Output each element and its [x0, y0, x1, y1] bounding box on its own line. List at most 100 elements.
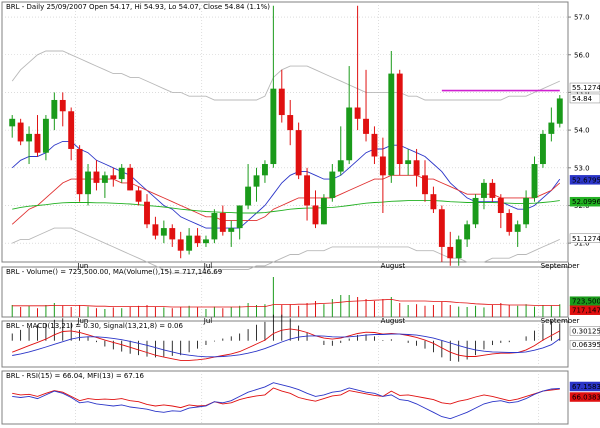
month-label-price: August [381, 262, 406, 270]
panel-frame-macd [1, 320, 569, 368]
value-tag-text: 66.0383 [572, 394, 600, 402]
candle-body [464, 224, 471, 240]
candle-body [186, 235, 193, 251]
price-value-tag: 52.6795 [569, 175, 600, 185]
candle-body [152, 224, 159, 236]
candle-body [169, 228, 176, 240]
macd-line-macd [12, 328, 561, 361]
candle-body [295, 130, 302, 176]
value-tag-text: 52.6795 [572, 176, 600, 184]
candle-body [93, 171, 100, 183]
candle-body [388, 73, 395, 176]
candle-body [430, 194, 437, 210]
candle-body [548, 122, 555, 134]
overlay-line-ema-long [12, 200, 560, 214]
value-tag-box [569, 392, 600, 402]
price-value-tag: 51.1274 [569, 233, 600, 244]
candle-body [278, 88, 285, 116]
value-tag-box [569, 196, 600, 207]
candle-body [539, 133, 546, 165]
mfi-value-tag: 67.1583 [569, 381, 600, 392]
candle-body [34, 133, 41, 153]
value-tag-box [569, 381, 600, 392]
candle-body [144, 201, 150, 225]
rsi-value-tag: 66.0383 [569, 392, 600, 402]
macd-value-tag: 0.301257 [569, 326, 600, 336]
candle-body [405, 160, 412, 165]
overlay-line-ema-short [11, 140, 561, 229]
candle-body [497, 197, 504, 214]
panel-frame-price [1, 1, 569, 263]
value-tag-box [569, 305, 600, 315]
candle-body [531, 164, 538, 198]
candle-body [261, 164, 268, 176]
candle-body [472, 197, 479, 225]
candle-body [346, 107, 353, 161]
candle-body [556, 98, 563, 124]
candle-body [177, 239, 184, 251]
candle-body [354, 107, 361, 119]
candle-body [219, 213, 226, 232]
value-tag-text: 55.1274 [572, 84, 600, 92]
price-value-tag: 55.1274 [569, 82, 600, 93]
candle-body [194, 235, 201, 244]
candle-body [26, 133, 33, 142]
value-tag-box [569, 233, 600, 244]
candle-body [489, 182, 496, 198]
candle-body [270, 88, 277, 165]
candle-body [135, 190, 142, 202]
volume-value-tag: 723,500 [569, 296, 600, 306]
candle-body [287, 115, 294, 131]
value-tag-text: 717,147 [572, 307, 600, 315]
candle-body [51, 99, 58, 119]
value-tag-box [569, 339, 600, 350]
price-value-tag: 54.84 [569, 93, 600, 104]
y-tick-label: 55.0 [574, 89, 590, 97]
price-value-tag: 52.0996 [569, 196, 600, 207]
candle-body [236, 205, 243, 229]
value-tag-text: 67.1583 [572, 383, 600, 391]
candle-body [514, 224, 521, 232]
value-tag-text: 51.1274 [572, 235, 600, 243]
value-tag-text: 52.0996 [572, 198, 600, 206]
candle-body [329, 171, 336, 198]
candle-body [396, 73, 403, 165]
macd-line-signal [12, 333, 561, 358]
y-tick-label: 51.0 [574, 240, 590, 248]
month-label-price: Jul [203, 262, 213, 270]
candle-body [523, 197, 530, 225]
value-tag-text: 723,500 [572, 298, 600, 306]
candle-body [127, 167, 134, 191]
value-tag-box [569, 93, 600, 104]
candle-body [9, 118, 16, 127]
candle-body [85, 171, 91, 195]
candle-body [481, 182, 487, 198]
candle-body [379, 156, 386, 176]
month-label-volume: Jun [76, 317, 88, 325]
month-label-volume: Jul [203, 317, 213, 325]
rsi-panel-line-rsi [12, 387, 560, 409]
candle-body [371, 133, 378, 157]
value-tag-box [569, 175, 600, 185]
rsi-panel-title: BRL - RSI(15) = 66.04, MFI(13) = 67.16 [6, 372, 144, 380]
candle-body [101, 175, 108, 183]
volume-ma-value-tag: 717,147 [569, 305, 600, 315]
candle-body [228, 228, 235, 232]
candle-body [253, 175, 260, 187]
candle-body [42, 118, 49, 153]
candle-body [337, 160, 344, 172]
candle-body [17, 122, 24, 142]
candle-body [118, 167, 125, 180]
rsi-panel-line-mfi [12, 382, 560, 420]
y-tick-label: 56.0 [574, 51, 590, 59]
y-tick-label: 54.0 [574, 127, 590, 135]
month-label-price: Jun [76, 262, 88, 270]
y-tick-label: 57.0 [574, 14, 590, 22]
candle-body [160, 228, 167, 236]
candle-body [110, 175, 117, 180]
candle-body [438, 209, 445, 247]
overlay-line-lower-band [12, 227, 560, 274]
price-panel-title: BRL - Daily 25/09/2007 Open 54.17, Hi 54… [6, 3, 270, 11]
candle-body [203, 239, 209, 244]
